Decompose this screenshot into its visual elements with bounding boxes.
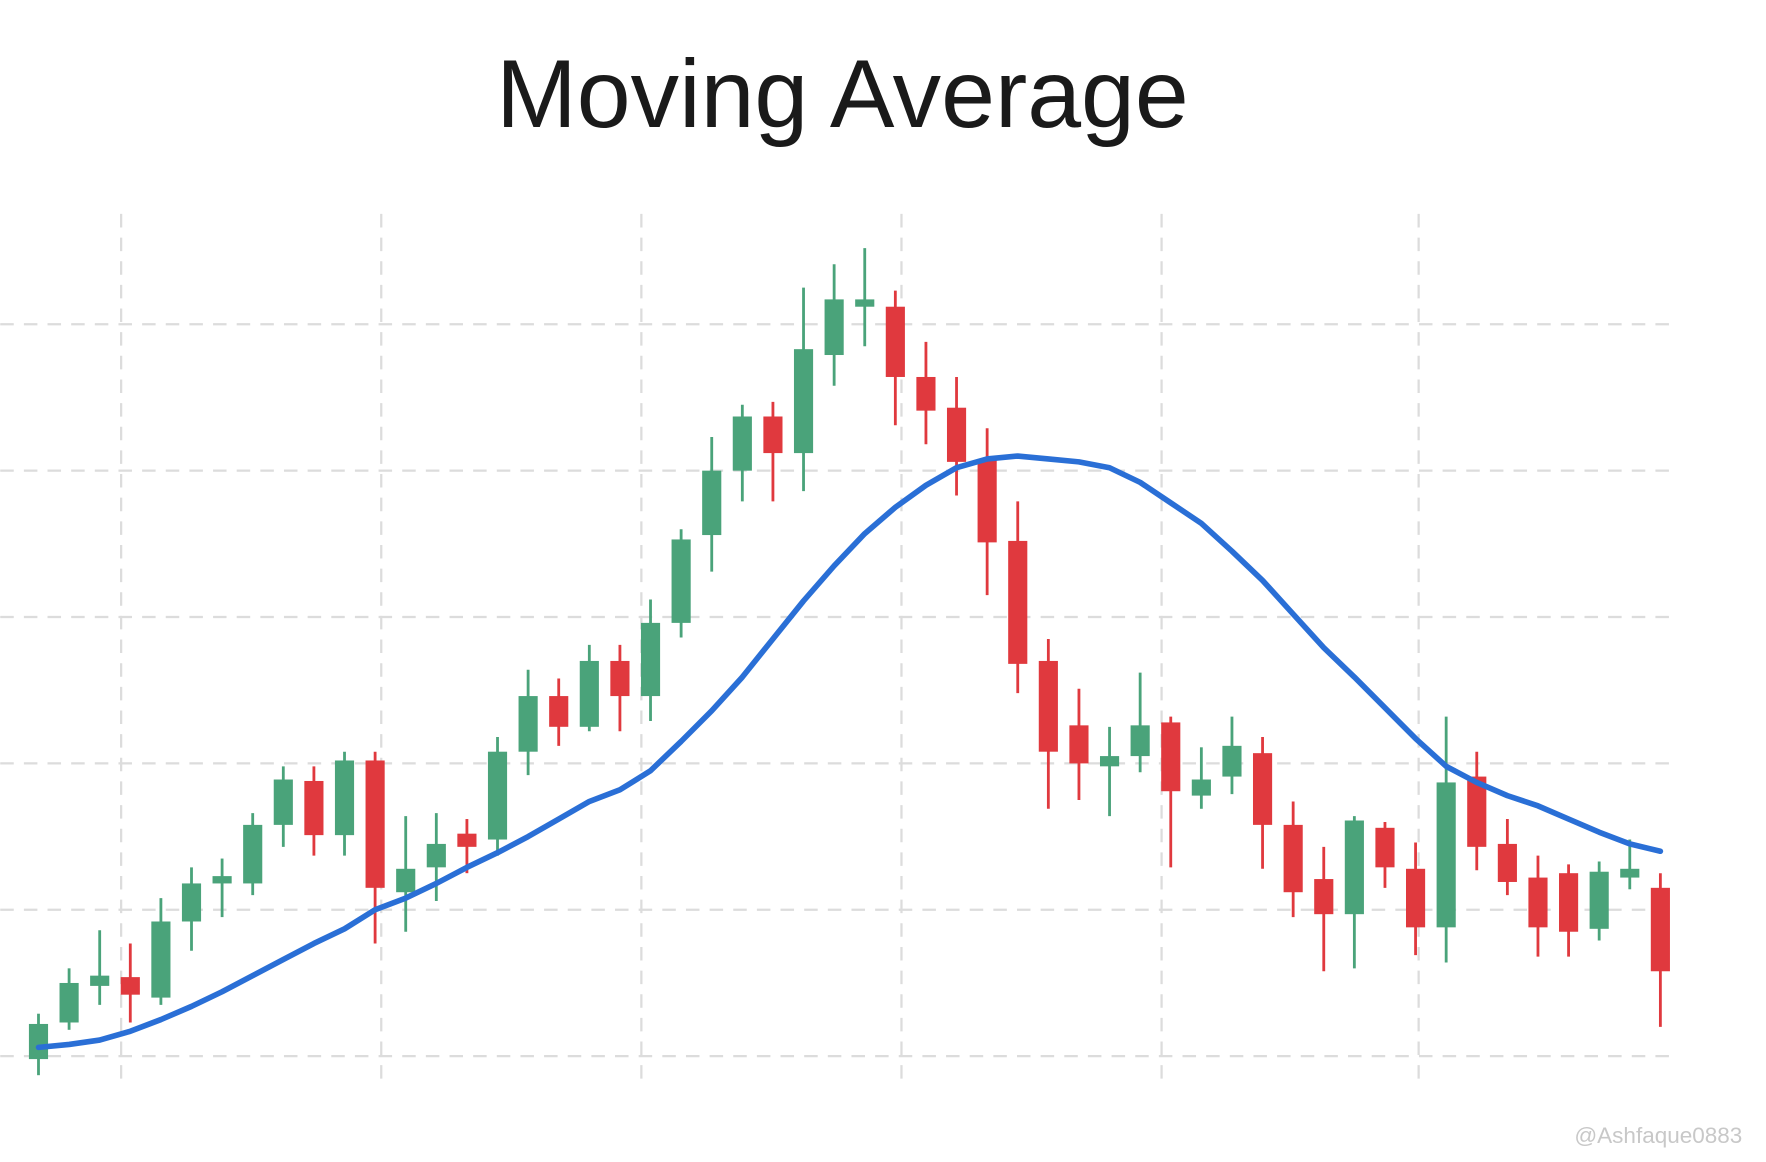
candle-body (1620, 868, 1640, 878)
candle-body (243, 824, 263, 884)
candle-body (579, 660, 599, 727)
candle-body (1222, 745, 1242, 777)
candle-body (640, 622, 661, 697)
candle-body (1589, 871, 1609, 929)
candle-body (1650, 887, 1670, 972)
candle-body (855, 299, 875, 307)
candle-body (1314, 879, 1334, 915)
candle-body (1497, 843, 1517, 882)
candle-body (763, 416, 783, 454)
candle-body (1191, 779, 1211, 796)
candle-body (59, 982, 79, 1023)
candle-body (426, 843, 446, 868)
candle-body (304, 780, 324, 836)
candle-body (977, 458, 997, 543)
candle-body (1436, 782, 1456, 928)
candle-body (1375, 827, 1395, 868)
candle-body (1528, 877, 1548, 928)
candle-body (1038, 660, 1058, 752)
candle-body (28, 1023, 49, 1060)
candle-body (1344, 820, 1364, 915)
candle-body (273, 779, 293, 825)
candle-body (1283, 824, 1303, 893)
candle-body (212, 876, 232, 884)
candle-body (1467, 776, 1487, 847)
candle-body (1069, 725, 1089, 764)
candle-body (549, 696, 569, 727)
candle-body (1099, 756, 1120, 767)
candle-body (916, 376, 936, 411)
moving-average-line (35, 453, 1664, 1051)
candle-body (824, 299, 844, 356)
candle-body (181, 883, 202, 922)
candle-body (702, 470, 722, 536)
candle-body (120, 977, 140, 995)
candle-body (487, 751, 508, 840)
candle-body (793, 349, 814, 454)
watermark: @Ashfaque0883 (1574, 1123, 1742, 1148)
candle-body (1161, 722, 1181, 792)
candle-body (334, 760, 355, 836)
candle-body (1252, 753, 1273, 825)
candle-body (732, 416, 752, 471)
candle-body (396, 868, 416, 893)
candle-body (885, 306, 905, 377)
candle-body (90, 975, 110, 986)
candle-body (671, 539, 691, 623)
candle-body (1559, 873, 1579, 932)
candle-body (946, 407, 967, 462)
chart-title: Moving Average (496, 39, 1189, 148)
candle-body (518, 696, 538, 752)
candle-body (610, 660, 630, 697)
candle-body (365, 760, 385, 888)
candle-body (457, 833, 477, 847)
candle-body (1130, 725, 1150, 757)
candle-body (151, 921, 171, 998)
candle-body (1405, 868, 1426, 928)
candle-body (1008, 540, 1028, 664)
